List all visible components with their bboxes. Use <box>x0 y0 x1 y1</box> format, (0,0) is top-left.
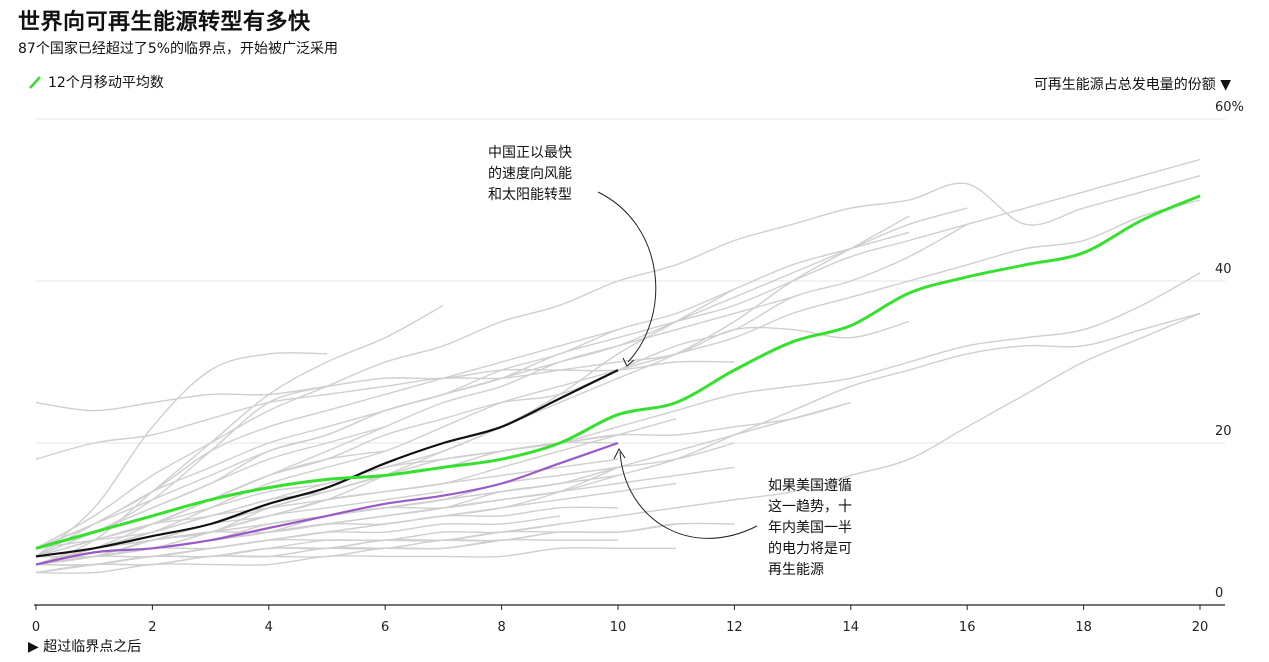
background-series-line <box>35 546 677 574</box>
x-tick-label: 2 <box>148 620 156 635</box>
x-tick-label: 8 <box>497 620 505 635</box>
x-tick-label: 18 <box>1075 620 1092 635</box>
annotations: 中国正以最快的速度向风能和太阳能转型如果美国遵循这一趋势，十年内美国一半的电力将… <box>488 145 852 578</box>
usa-series-line <box>35 441 619 566</box>
grid-lines <box>36 118 1225 444</box>
china-annotation-line: 中国正以最快 <box>488 145 572 161</box>
legend-label: 12个月移动平均数 <box>48 75 164 91</box>
y-axis-label: 可再生能源占总发电量的份额 ▼ <box>1033 77 1231 93</box>
usa-annotation-line: 如果美国遵循 <box>768 477 852 494</box>
background-series-line <box>35 207 968 549</box>
background-series-line <box>35 328 619 558</box>
x-tick-label: 6 <box>381 620 389 635</box>
background-series-line <box>35 199 1201 566</box>
china-annotation-line: 和太阳能转型 <box>488 187 572 203</box>
background-series-line <box>35 434 619 558</box>
x-tick-label: 4 <box>265 620 273 635</box>
y-tick-label: 60% <box>1215 100 1244 115</box>
y-tick-label: 40 <box>1215 262 1232 277</box>
x-tick-label: 10 <box>610 620 627 635</box>
usa-annotation-line: 这一趋势，十 <box>768 498 852 515</box>
x-tick-label: 20 <box>1192 620 1209 635</box>
x-tick-label: 0 <box>32 620 40 635</box>
highlight-series <box>35 194 1201 566</box>
usa-annotation-line: 再生能源 <box>768 562 824 578</box>
usa-arrow-head-icon <box>613 448 626 460</box>
background-series-line <box>35 426 386 558</box>
usa-arrow <box>619 451 758 539</box>
china-arrow-head-icon <box>622 357 635 367</box>
axes: 0 20 40 60% 0 2 4 6 8 10 12 14 16 18 20 <box>32 100 1244 635</box>
x-tick-label: 14 <box>843 620 860 635</box>
background-series <box>35 158 1201 574</box>
background-series-line <box>35 312 1201 566</box>
y-tick-label: 0 <box>1215 586 1223 601</box>
y-tick-label: 20 <box>1215 424 1232 439</box>
x-tick-label: 16 <box>959 620 976 635</box>
chart-subtitle: 87个国家已经超过了5%的临界点，开始被广泛采用 <box>18 41 339 57</box>
usa-annotation-line: 年内美国一半 <box>768 520 852 536</box>
china-series-line <box>35 369 619 558</box>
background-series-line <box>35 539 502 574</box>
background-series-line <box>35 312 1201 566</box>
china-arrow <box>597 191 657 363</box>
background-series-line <box>35 458 619 549</box>
background-series-line <box>35 304 444 566</box>
x-axis-label: ▶ 超过临界点之后 <box>28 639 142 655</box>
usa-annotation-line: 的电力将是可 <box>768 541 852 557</box>
china-annotation-line: 的速度向风能 <box>488 166 572 182</box>
average-series-line <box>35 194 1201 550</box>
x-tick-label: 12 <box>726 620 743 635</box>
legend: 12个月移动平均数 <box>28 72 164 92</box>
background-series-line <box>35 352 328 557</box>
background-series-line <box>35 515 560 566</box>
legend-swatch-icon <box>29 76 41 89</box>
background-series-line <box>35 320 910 460</box>
chart-title: 世界向可再生能源转型有多快 <box>18 10 311 35</box>
